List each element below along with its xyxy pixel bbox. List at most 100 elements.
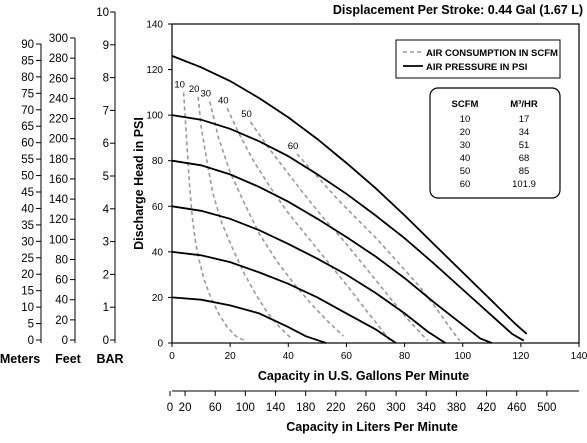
air-consumption-label-40: 40 bbox=[218, 95, 229, 106]
y-tick-label: 60 bbox=[152, 202, 164, 213]
liters-tick-label: 140 bbox=[266, 402, 285, 414]
x-tick-label: 40 bbox=[283, 351, 295, 362]
bar-tick-label: 4 bbox=[103, 204, 110, 216]
m3hr-table-header: M³/HR bbox=[510, 99, 538, 110]
bar-tick-label: 5 bbox=[103, 171, 109, 183]
feet-tick-label: 140 bbox=[49, 194, 68, 206]
scfm-table-cell: 60 bbox=[460, 179, 471, 190]
air-consumption-curve-60 bbox=[296, 153, 461, 342]
m3hr-table-cell: 101.9 bbox=[512, 179, 536, 190]
liters-tick-label: 60 bbox=[209, 402, 222, 414]
air-consumption-label-10: 10 bbox=[174, 79, 185, 90]
m3hr-table-cell: 34 bbox=[519, 127, 530, 138]
meters-tick-label: 50 bbox=[21, 171, 34, 183]
m3hr-table-cell: 68 bbox=[519, 153, 530, 164]
air-pressure-curve-6 bbox=[171, 55, 528, 335]
meters-tick-label: 30 bbox=[21, 236, 34, 248]
air-pressure-curve-1 bbox=[171, 296, 327, 344]
scfm-table-cell: 20 bbox=[460, 127, 471, 138]
liters-tick-label: 100 bbox=[236, 402, 255, 414]
liters-tick-label: 460 bbox=[507, 402, 526, 414]
feet-tick-label: 0 bbox=[62, 335, 68, 347]
air-consumption-curve-30 bbox=[209, 101, 345, 337]
legend-label-air-pressure: AIR PRESSURE IN PSI bbox=[426, 62, 527, 73]
feet-tick-label: 280 bbox=[49, 53, 68, 65]
x-tick-label: 140 bbox=[571, 351, 587, 362]
y-tick-label: 100 bbox=[146, 111, 163, 122]
bar-tick-label: 8 bbox=[103, 73, 109, 85]
feet-tick-label: 260 bbox=[49, 73, 68, 85]
x-tick-label: 0 bbox=[169, 351, 175, 362]
liters-tick-label: 420 bbox=[477, 402, 496, 414]
meters-tick-label: 75 bbox=[21, 88, 34, 100]
x-tick-label: 120 bbox=[513, 351, 530, 362]
meters-tick-label: 25 bbox=[21, 253, 34, 265]
y-tick-label: 140 bbox=[146, 20, 163, 31]
liters-axis-title: Capacity in Liters Per Minute bbox=[286, 420, 458, 434]
x-tick-label: 60 bbox=[341, 351, 353, 362]
air-consumption-label-30: 30 bbox=[201, 88, 212, 99]
scfm-table-cell: 50 bbox=[460, 166, 471, 177]
liters-tick-label: 180 bbox=[296, 402, 315, 414]
liters-tick-label: 0 bbox=[167, 402, 173, 414]
y-axis-title: Discharge Head in PSI bbox=[132, 117, 146, 250]
legend-label-air-consumption: AIR CONSUMPTION IN SCFM bbox=[426, 48, 558, 59]
meters-tick-label: 85 bbox=[21, 55, 34, 67]
meters-tick-label: 55 bbox=[21, 154, 34, 166]
meters-tick-label: 70 bbox=[21, 105, 34, 117]
chart-title: Displacement Per Stroke: 0.44 Gal (1.67 … bbox=[333, 3, 583, 17]
bar-tick-label: 1 bbox=[103, 302, 109, 314]
feet-tick-label: 20 bbox=[55, 315, 68, 327]
bar-tick-label: 7 bbox=[103, 105, 109, 117]
bar-tick-label: 0 bbox=[103, 335, 109, 347]
y-tick-label: 80 bbox=[152, 156, 164, 167]
feet-tick-label: 220 bbox=[49, 114, 68, 126]
meters-tick-label: 10 bbox=[21, 302, 34, 314]
feet-tick-label: 60 bbox=[55, 275, 68, 287]
feet-label: Feet bbox=[55, 352, 82, 366]
feet-tick-label: 180 bbox=[49, 154, 68, 166]
y-tick-label: 40 bbox=[152, 247, 164, 258]
meters-tick-label: 90 bbox=[21, 39, 34, 51]
y-tick-label: 0 bbox=[157, 339, 163, 350]
x-tick-label: 20 bbox=[225, 351, 237, 362]
liters-tick-label: 340 bbox=[417, 402, 436, 414]
air-consumption-curve-40 bbox=[226, 107, 391, 342]
meters-tick-label: 40 bbox=[21, 203, 34, 215]
meters-tick-label: 45 bbox=[21, 187, 34, 199]
scfm-table-box bbox=[429, 87, 561, 199]
air-consumption-curve-50 bbox=[249, 121, 429, 342]
air-pressure-curve-5 bbox=[171, 114, 525, 342]
feet-tick-label: 240 bbox=[49, 93, 68, 105]
liters-tick-label: 20 bbox=[179, 402, 192, 414]
bar-tick-label: 2 bbox=[103, 269, 109, 281]
liters-tick-label: 220 bbox=[326, 402, 345, 414]
meters-tick-label: 65 bbox=[21, 121, 34, 133]
scfm-table-cell: 10 bbox=[460, 114, 471, 125]
liters-tick-label: 500 bbox=[537, 402, 556, 414]
plot-frame bbox=[171, 23, 580, 344]
air-pressure-curve-4 bbox=[171, 159, 493, 344]
meters-label: Meters bbox=[0, 352, 40, 366]
air-consumption-label-60: 60 bbox=[288, 141, 299, 152]
m3hr-table-cell: 17 bbox=[519, 114, 530, 125]
x-tick-label: 80 bbox=[399, 351, 411, 362]
air-pressure-curve-2 bbox=[171, 251, 397, 344]
air-consumption-label-20: 20 bbox=[189, 84, 200, 95]
feet-tick-label: 120 bbox=[49, 214, 68, 226]
y-tick-label: 120 bbox=[146, 65, 163, 76]
air-pressure-curve-3 bbox=[171, 205, 446, 344]
feet-tick-label: 300 bbox=[49, 33, 68, 45]
liters-tick-label: 300 bbox=[387, 402, 406, 414]
feet-tick-label: 200 bbox=[49, 134, 68, 146]
scfm-table-cell: 30 bbox=[460, 140, 471, 151]
liters-tick-label: 380 bbox=[447, 402, 466, 414]
liters-tick-label: 260 bbox=[356, 402, 375, 414]
bar-label: BAR bbox=[96, 352, 123, 366]
x-tick-label: 100 bbox=[454, 351, 471, 362]
meters-tick-label: 60 bbox=[21, 138, 34, 150]
m3hr-table-cell: 51 bbox=[519, 140, 530, 151]
feet-tick-label: 100 bbox=[49, 234, 68, 246]
